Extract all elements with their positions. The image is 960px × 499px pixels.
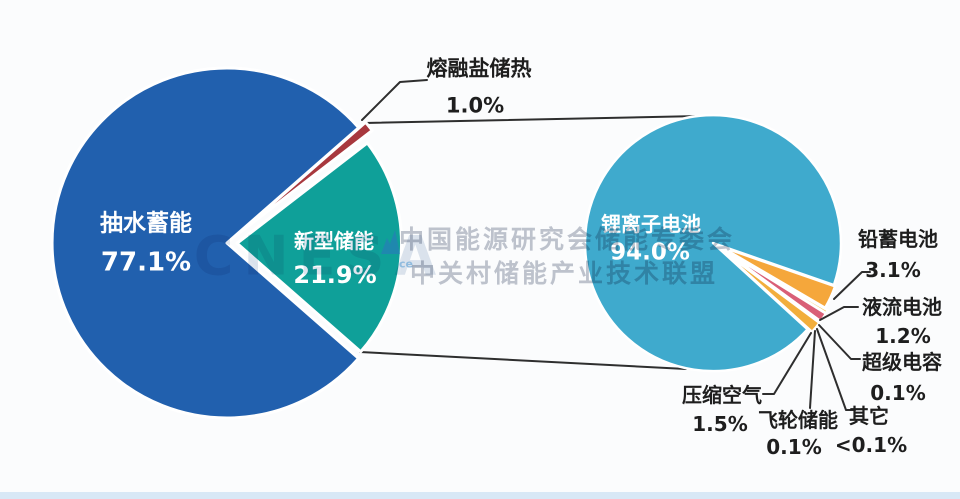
connector-top-line bbox=[364, 115, 701, 124]
pie-slice-0-1 bbox=[235, 141, 403, 354]
callout-flywheel bbox=[809, 330, 816, 409]
pie-slice-1-0 bbox=[583, 113, 843, 373]
callout-compressed-air bbox=[762, 332, 812, 395]
pie-slice-0-2 bbox=[236, 120, 374, 236]
callout-supercapacitor bbox=[818, 324, 861, 360]
callout-other bbox=[816, 328, 856, 411]
right-pie bbox=[583, 113, 843, 373]
left-pie bbox=[50, 66, 403, 420]
callout-flow-battery bbox=[819, 306, 859, 321]
callout-lead-acid bbox=[833, 271, 871, 300]
callout-lines bbox=[361, 79, 871, 411]
pie-slice-0-0 bbox=[50, 66, 361, 420]
callout-molten-salt bbox=[361, 79, 428, 121]
connector-bottom-line bbox=[359, 351, 687, 370]
series-connector-lines bbox=[359, 115, 701, 370]
watermark-logo-mark-icon bbox=[381, 230, 400, 254]
